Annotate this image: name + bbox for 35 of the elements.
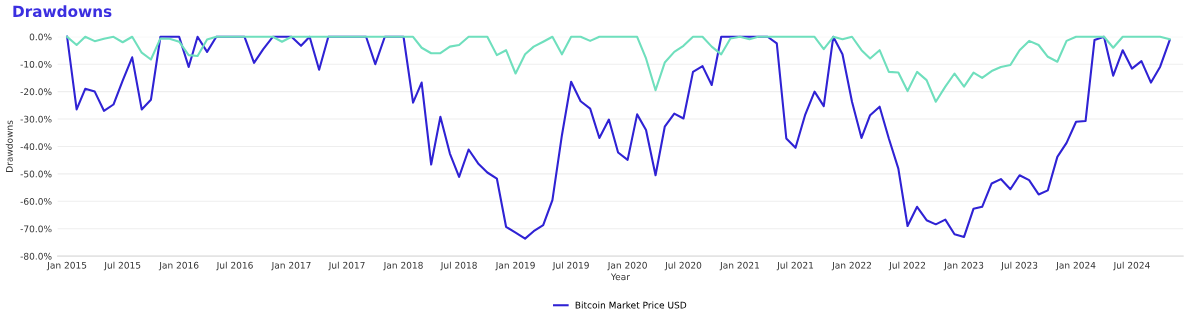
line-series — [66, 35, 1171, 103]
x-tick-label: Jul 2022 — [888, 261, 926, 271]
y-tick-label: 0.0% — [29, 33, 52, 41]
x-tick-label: Jul 2019 — [552, 261, 589, 271]
y-tick-label: -60.0% — [20, 198, 52, 205]
x-tick-label: Jan 2017 — [271, 261, 311, 271]
legend-label: Bitcoin Market Price USD — [575, 301, 687, 309]
x-axis-title: Year — [610, 273, 630, 281]
x-tick-label: Jul 2021 — [776, 261, 814, 271]
x-tick-label: Jan 2022 — [831, 261, 871, 271]
y-tick-label: -20.0% — [20, 88, 52, 96]
x-tick-label: Jul 2020 — [664, 261, 702, 271]
x-tick-label: Jan 2023 — [943, 261, 984, 271]
x-tick-label: Jul 2017 — [328, 261, 365, 271]
x-tick-label: Jan 2024 — [1055, 261, 1096, 271]
x-tick-label: Jul 2024 — [1113, 261, 1150, 271]
x-tick-label: Jul 2018 — [440, 261, 477, 271]
y-tick-label: -30.0% — [20, 115, 52, 123]
y-axis-title: Drawdowns — [5, 120, 13, 172]
x-tick-label: Jul 2015 — [103, 261, 141, 271]
y-tick-label: -70.0% — [20, 225, 52, 233]
x-tick-label: Jan 2018 — [383, 261, 423, 271]
x-tick-label: Jan 2016 — [158, 261, 199, 271]
x-tick-label: Jul 2016 — [216, 261, 253, 271]
chart-title: Drawdowns — [13, 5, 112, 18]
x-tick-label: Jan 2015 — [46, 261, 87, 271]
y-tick-label: -80.0% — [20, 252, 52, 260]
y-tick-label: -50.0% — [20, 170, 52, 178]
x-tick-label: Jul 2023 — [1000, 261, 1038, 271]
x-tick-label: Jan 2020 — [607, 261, 647, 271]
y-tick-label: -10.0% — [20, 60, 52, 68]
x-tick-label: Jan 2021 — [719, 261, 760, 271]
x-tick-label: Jan 2019 — [495, 261, 535, 271]
y-tick-label: -40.0% — [20, 143, 52, 151]
line-series — [66, 35, 1171, 240]
